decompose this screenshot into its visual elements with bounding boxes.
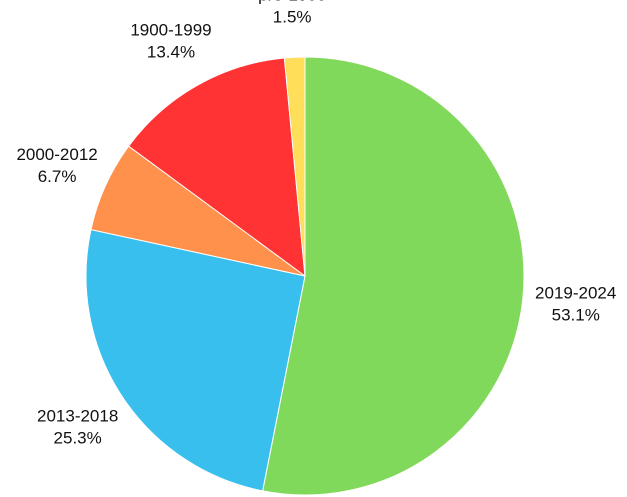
pie-slice-2013-2018	[85, 228, 306, 492]
slice-percent-label: 13.4%	[147, 42, 195, 61]
pie-slice-pre-1900	[283, 56, 306, 277]
pie-slice-2019-2024	[262, 56, 525, 496]
slice-category-label: pre-1900	[258, 0, 326, 4]
slice-label-2013-2018: 2013-2018 25.3%	[37, 406, 118, 447]
slice-percent-label: 6.7%	[38, 167, 77, 186]
slice-category-label: 2019-2024	[535, 283, 616, 302]
pie-slice-1900-1999	[127, 57, 306, 278]
labels-layer: 2019-2024 53.1% 2013-2018 25.3% 2000-2012 6.7…	[16, 0, 616, 447]
slice-percent-label: 25.3%	[54, 428, 102, 447]
slices-layer	[85, 56, 525, 496]
slice-label-pre-1900: pre-1900 1.5%	[258, 0, 326, 26]
slice-label-2019-2024: 2019-2024 53.1%	[535, 283, 616, 324]
slice-label-1900-1999: 1900-1999 13.4%	[130, 20, 211, 61]
slice-percent-label: 53.1%	[552, 305, 600, 324]
slice-category-label: 2000-2012	[16, 145, 97, 164]
slice-label-2000-2012: 2000-2012 6.7%	[16, 145, 97, 186]
slice-category-label: 1900-1999	[130, 20, 211, 39]
slice-category-label: 2013-2018	[37, 406, 118, 425]
slice-percent-label: 1.5%	[273, 7, 312, 26]
